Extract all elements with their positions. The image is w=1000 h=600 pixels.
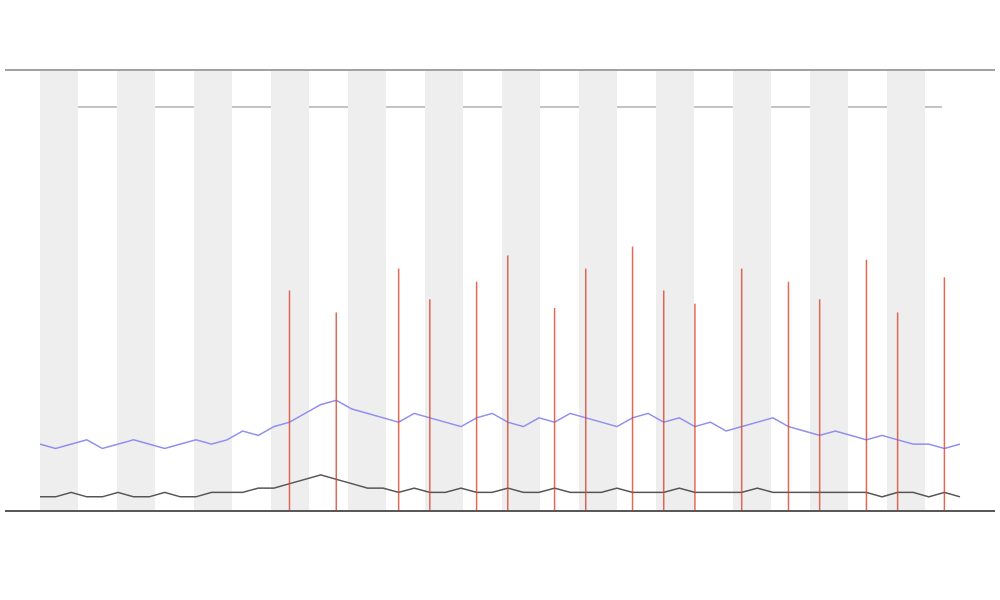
series-line — [40, 474, 961, 498]
plot — [39, 246, 961, 510]
shaded-band — [579, 71, 617, 510]
spike — [553, 308, 556, 510]
spike — [694, 303, 696, 510]
spike — [335, 312, 338, 510]
spike — [787, 281, 790, 510]
series-line — [39, 399, 961, 450]
shaded-band — [117, 71, 155, 510]
spike — [818, 299, 821, 510]
spike — [507, 255, 509, 510]
spike — [943, 277, 946, 510]
spike — [397, 268, 400, 510]
spike — [475, 281, 478, 510]
shaded-band — [194, 71, 232, 510]
spike — [631, 246, 634, 510]
shaded-band — [425, 71, 463, 510]
shaded-band — [887, 71, 925, 510]
shaded-band — [348, 71, 386, 510]
shaded-band — [656, 71, 694, 510]
shaded-band — [810, 71, 848, 510]
band-group — [40, 71, 925, 510]
spike — [865, 259, 868, 510]
spike — [585, 268, 587, 510]
spike — [740, 268, 743, 510]
spike — [288, 290, 291, 510]
spike — [896, 312, 899, 510]
spike — [662, 290, 665, 510]
spike — [429, 299, 431, 510]
shaded-band — [733, 71, 771, 510]
shaded-band — [40, 71, 78, 510]
